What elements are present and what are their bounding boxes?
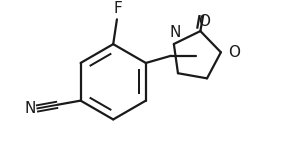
Text: O: O [228,45,240,60]
Text: N: N [169,24,180,39]
Text: O: O [199,14,210,29]
Text: N: N [25,101,36,116]
Text: F: F [113,1,122,16]
